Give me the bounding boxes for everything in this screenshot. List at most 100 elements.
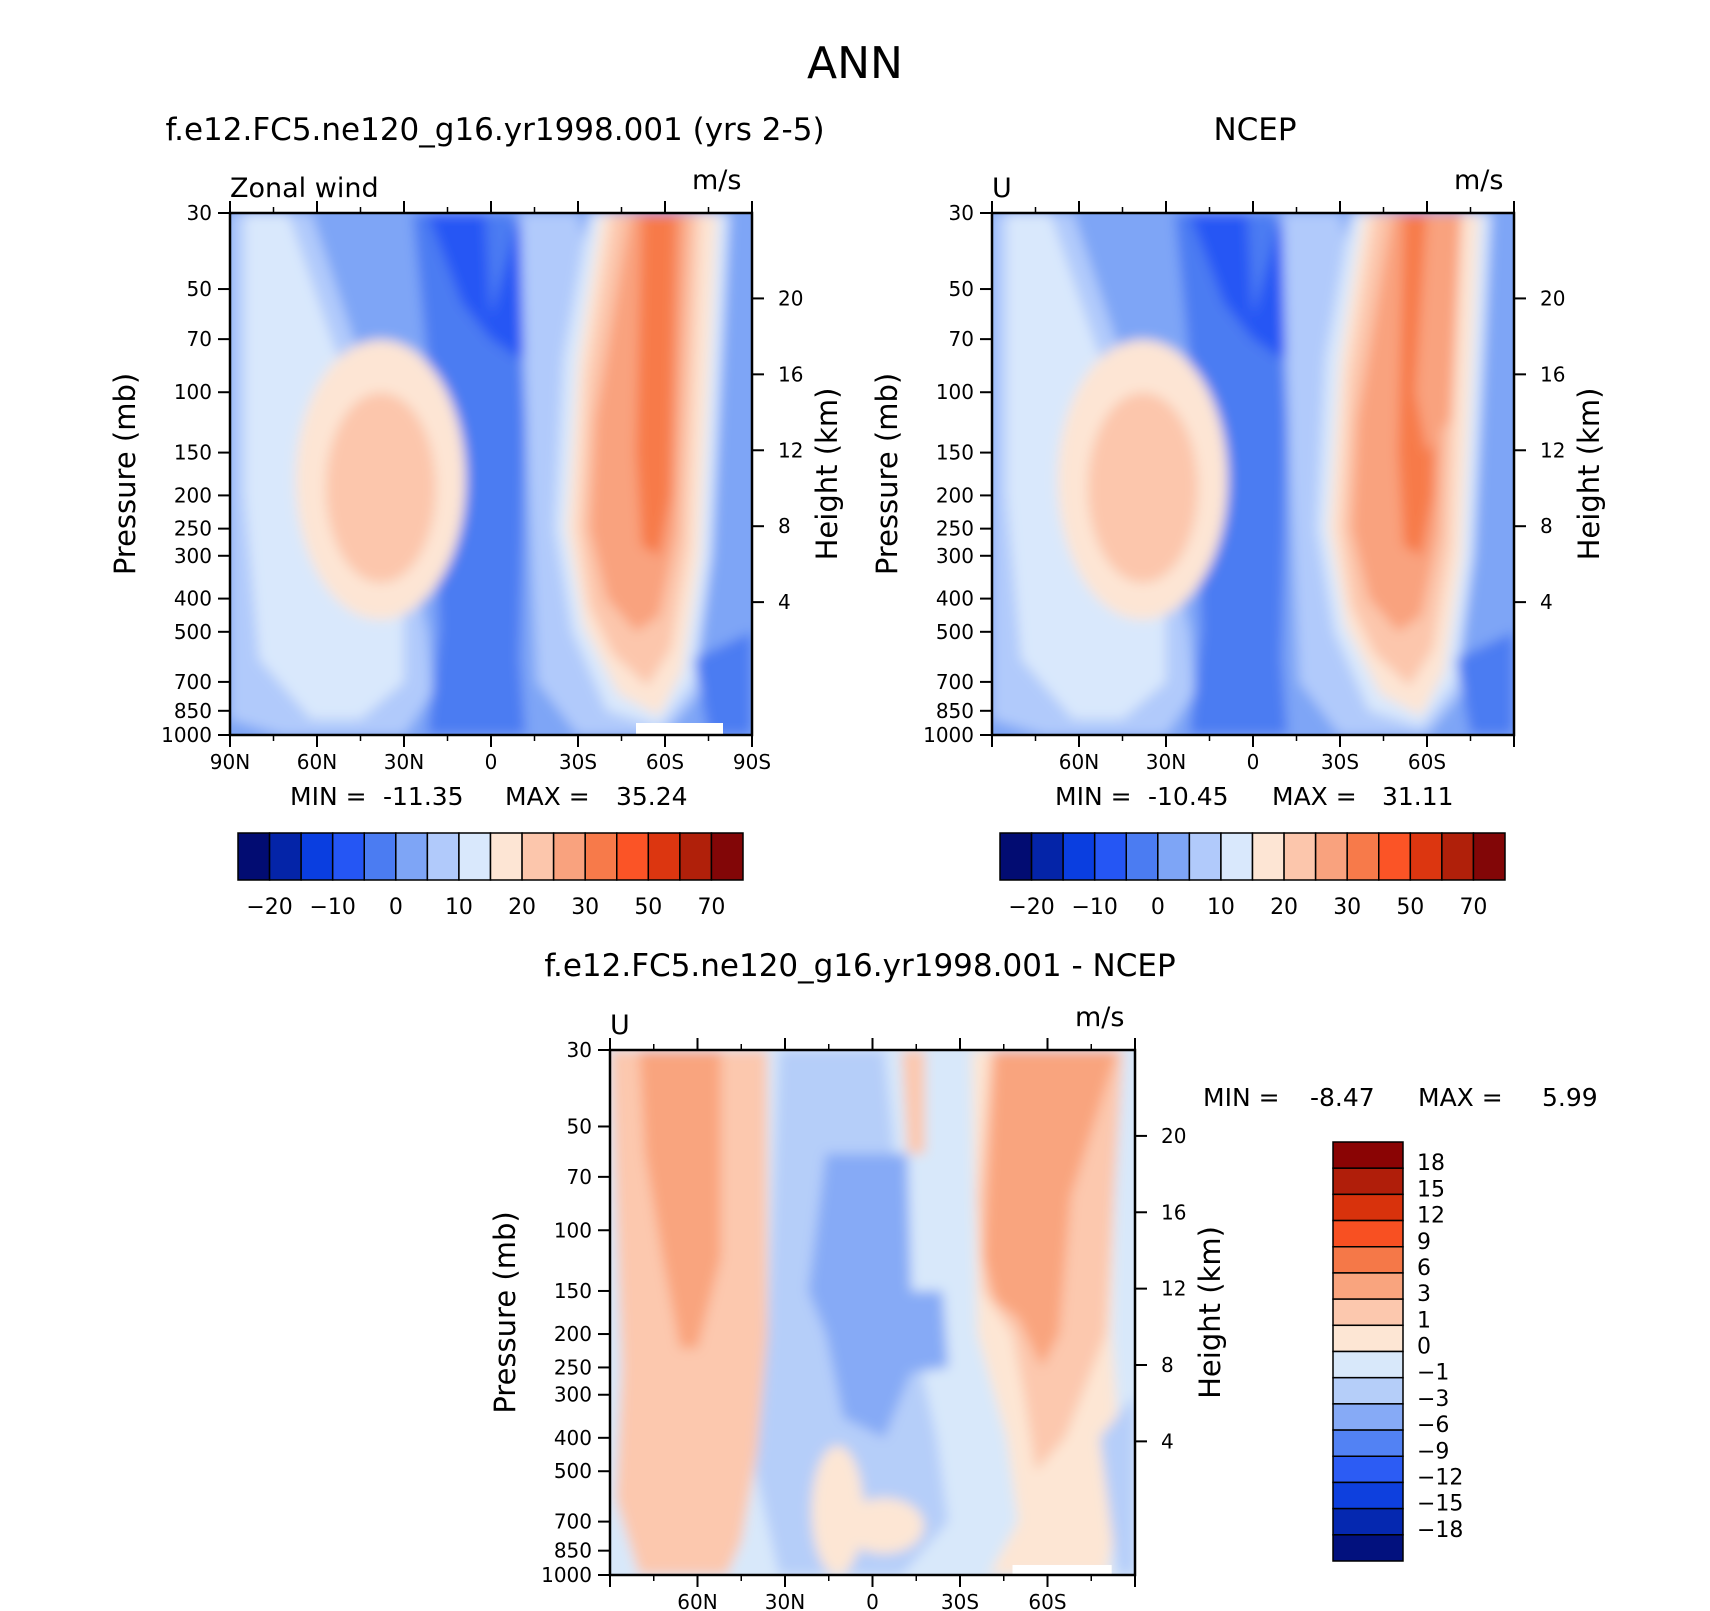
colorbar-box [1378,832,1412,881]
x-tick-label: 60N [1059,750,1099,774]
colorbar-box [1332,1429,1404,1457]
colorbar-box [395,832,429,881]
ncep-panel-title: NCEP [1213,112,1297,148]
y2-axis-label: Height (km) [810,388,844,561]
y-tick-label: 400 [554,1426,592,1450]
colorbar-label: 20 [1270,895,1298,920]
y-tick-label: 300 [936,544,974,568]
y2-tick-label: 20 [1161,1124,1186,1148]
colorbar-box [1332,1455,1404,1484]
contour-region [325,392,436,583]
units-label: m/s [692,165,741,196]
colorbar-box [584,832,618,881]
y-tick-label: 100 [554,1218,592,1242]
y-tick-label: 400 [174,587,212,611]
colorbar-box [268,832,302,881]
contour-region [636,213,677,556]
colorbar-label: −12 [1417,1465,1463,1490]
colorbar-box [1332,1507,1404,1536]
colorbar-box [1332,1376,1404,1405]
model-max-value: 35.24 [616,782,688,811]
y2-tick-label: 12 [1540,438,1565,462]
y-tick-label: 400 [936,587,974,611]
colorbar-box [1332,1298,1404,1327]
x-tick-label: 60N [677,1590,717,1611]
y-tick-label: 1000 [541,1563,592,1587]
y2-tick-label: 16 [1161,1200,1186,1224]
x-tick-label: 30S [559,750,597,774]
y2-tick-label: 4 [1161,1429,1174,1453]
x-tick-label: 0 [1247,750,1260,774]
ncep-min-value: -10.45 [1148,782,1229,811]
colorbar-label: −15 [1417,1492,1463,1517]
colorbar-box [1332,1534,1404,1562]
colorbar-box [1314,832,1348,881]
colorbar-box [1441,832,1475,881]
colorbar-box [521,832,555,881]
ncep-min-label: MIN = [1055,782,1132,811]
y-axis-label: Pressure (mb) [488,1211,522,1413]
y-tick-label: 700 [174,670,212,694]
colorbar-box [489,832,523,881]
colorbar-label: 0 [389,895,403,920]
y2-tick-label: 8 [778,514,791,538]
colorbar-label: 12 [1417,1204,1445,1229]
model-max-label: MAX = [505,782,590,811]
colorbar-box [1188,832,1222,881]
colorbar-label: 3 [1417,1282,1431,1307]
colorbar-box [1332,1324,1404,1353]
colorbar-label: 0 [1417,1335,1431,1360]
colorbar-label: −9 [1417,1439,1449,1464]
model-min-value: -11.35 [383,782,464,811]
colorbar-box [1283,832,1317,881]
y2-tick-label: 16 [778,362,803,386]
colorbar-box [237,832,271,881]
y-tick-label: 100 [936,380,974,404]
colorbar-label: 6 [1417,1256,1431,1281]
colorbar-box [1332,1481,1404,1510]
y-tick-label: 300 [174,544,212,568]
colorbar-box [1332,1141,1404,1169]
contour-region [694,631,752,735]
x-tick-label: 60S [1408,750,1446,774]
colorbar-box [1157,832,1191,881]
y2-axis-label: Height (km) [1572,388,1606,561]
y-tick-label: 70 [949,327,974,351]
colorbar-label: −20 [246,895,292,920]
y-tick-label: 700 [554,1510,592,1534]
x-tick-label: 30N [384,750,424,774]
x-tick-label: 30S [941,1590,979,1611]
y-tick-label: 150 [936,441,974,465]
colorbar-box [1251,832,1285,881]
y2-tick-label: 16 [1540,362,1565,386]
missing-data-region [1012,1565,1112,1575]
colorbar-box [1332,1167,1404,1196]
contour-region [844,1497,925,1554]
colorbar-label: −6 [1417,1413,1449,1438]
y-tick-label: 50 [949,277,974,301]
model-axes: 3050701001502002503004005007008501000481… [108,165,844,774]
y2-tick-label: 8 [1161,1353,1174,1377]
colorbar-label: 18 [1417,1151,1445,1176]
y-tick-label: 850 [936,699,974,723]
contour-region [901,1050,925,1154]
colorbar-label: 1 [1417,1308,1431,1333]
y-tick-label: 700 [936,670,974,694]
y-tick-label: 200 [936,483,974,507]
y2-tick-label: 12 [1161,1277,1186,1301]
colorbar-box [1472,832,1506,881]
x-tick-label: 60N [297,750,337,774]
colorbar-box [1332,1246,1404,1274]
colorbar-label: −18 [1417,1518,1463,1543]
diff-min-label: MIN = [1203,1083,1280,1112]
y2-tick-label: 4 [778,590,791,614]
y-tick-label: 250 [554,1355,592,1379]
y-tick-label: 100 [174,380,212,404]
colorbar-box [1346,832,1380,881]
y-tick-label: 1000 [161,723,212,747]
contour-region [639,1050,721,1349]
y2-tick-label: 4 [1540,590,1553,614]
diff-min-value: -8.47 [1310,1083,1375,1112]
y2-tick-label: 20 [778,286,803,310]
